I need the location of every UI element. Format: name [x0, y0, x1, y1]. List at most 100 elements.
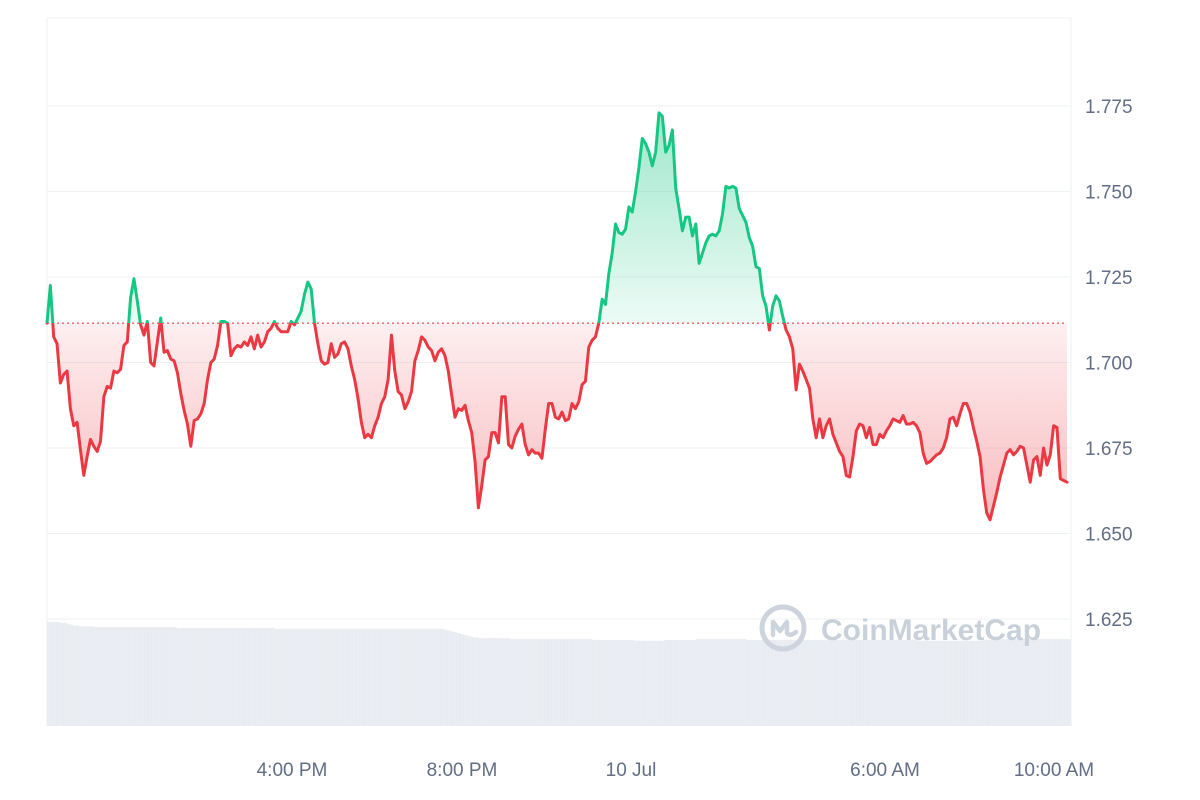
volume-bar — [620, 639, 624, 726]
volume-bar — [368, 628, 372, 726]
volume-bar — [1067, 639, 1072, 726]
volume-bar — [94, 627, 98, 726]
volume-bar — [610, 639, 615, 726]
volume-bar — [428, 628, 432, 726]
volume-bar — [944, 640, 949, 726]
volume-bar — [84, 626, 89, 726]
x-tick-label: 6:00 AM — [850, 760, 920, 781]
volume-bar — [469, 636, 473, 726]
volume-bar — [484, 638, 489, 726]
volume-bar — [541, 639, 546, 726]
volume-bar — [979, 640, 984, 726]
volume-bar — [213, 627, 218, 726]
volume-bar — [333, 628, 338, 726]
volume-bar — [302, 628, 306, 726]
y-tick-label: 1.750 — [1085, 183, 1133, 204]
volume-bar — [239, 627, 243, 726]
volume-bar — [818, 639, 823, 726]
volume-bar — [267, 627, 272, 726]
volume-bar — [447, 630, 451, 726]
volume-bar — [434, 628, 439, 726]
volume-bar — [258, 627, 262, 726]
volume-bar — [466, 635, 470, 726]
volume-bar — [812, 639, 817, 726]
volume-bar — [894, 639, 899, 726]
volume-bar — [878, 639, 883, 726]
volume-bar — [696, 639, 700, 726]
volume-bar — [87, 626, 92, 726]
volume-bar — [938, 640, 943, 726]
volume-bar — [885, 639, 889, 726]
volume-bar — [809, 639, 814, 726]
volume-bar — [1004, 639, 1009, 726]
volume-bar — [437, 628, 442, 726]
volume-bar — [78, 626, 83, 726]
volume-bar — [169, 627, 174, 726]
volume-bar — [601, 639, 606, 726]
volume-bar — [226, 627, 231, 726]
volume-bar — [639, 640, 643, 726]
volume-bar — [859, 639, 864, 726]
series-line-above-baseline — [45, 111, 786, 324]
volume-bar — [450, 631, 454, 726]
volume-bar — [595, 639, 599, 726]
volume-bar — [182, 627, 187, 726]
volume-bar — [718, 639, 722, 726]
volume-bar — [881, 639, 886, 726]
volume-bar — [648, 640, 653, 726]
volume-bar — [362, 628, 366, 726]
volume-bar — [217, 627, 221, 726]
volume-bar — [922, 640, 927, 726]
volume-bar — [935, 640, 940, 726]
volume-bar — [840, 639, 845, 726]
volume-bar — [50, 622, 54, 726]
volume-bar — [702, 639, 706, 726]
volume-bar — [349, 628, 354, 726]
volume-bar — [670, 639, 675, 726]
volume-bar — [229, 627, 234, 726]
volume-bar — [289, 628, 294, 726]
volume-bar — [440, 628, 445, 726]
volume-bar — [327, 628, 331, 726]
volume-bar — [191, 627, 196, 726]
volume-bar — [743, 639, 747, 726]
volume-bar — [491, 638, 495, 726]
price-lines — [45, 111, 1069, 522]
volume-bar — [636, 640, 640, 726]
volume-bar — [173, 627, 177, 726]
volume-bar — [998, 639, 1003, 726]
volume-bar — [633, 640, 637, 726]
volume-bar — [72, 625, 76, 726]
volume-bar — [651, 640, 656, 726]
volume-bar — [570, 639, 574, 726]
volume-bar — [321, 628, 325, 726]
volume-bar — [396, 628, 401, 726]
y-tick-label: 1.675 — [1085, 439, 1133, 460]
volume-bar — [686, 639, 691, 726]
volume-bar — [113, 627, 117, 726]
volume-bar — [796, 639, 801, 726]
coinmarketcap-logo-icon — [759, 604, 807, 652]
volume-bar — [399, 628, 404, 726]
volume-bar — [582, 639, 587, 726]
volume-bar — [525, 639, 530, 726]
volume-bar — [869, 639, 873, 726]
volume-bar — [371, 628, 376, 726]
volume-bar — [308, 628, 313, 726]
volume-bar — [519, 639, 524, 726]
volume-bar — [343, 628, 347, 726]
volume-bar — [116, 627, 120, 726]
volume-bar — [103, 627, 108, 726]
watermark: CoinMarketCap — [759, 604, 1041, 652]
volume-bar — [617, 639, 621, 726]
volume-bar — [380, 628, 385, 726]
volume-bar — [311, 628, 316, 726]
volume-bar — [299, 628, 303, 726]
volume-bar — [125, 627, 130, 726]
volume-bar — [317, 628, 322, 726]
volume-bar — [179, 627, 183, 726]
watermark-text: CoinMarketCap — [821, 614, 1041, 647]
volume-bar — [1039, 639, 1044, 726]
volume-bar — [81, 626, 86, 726]
